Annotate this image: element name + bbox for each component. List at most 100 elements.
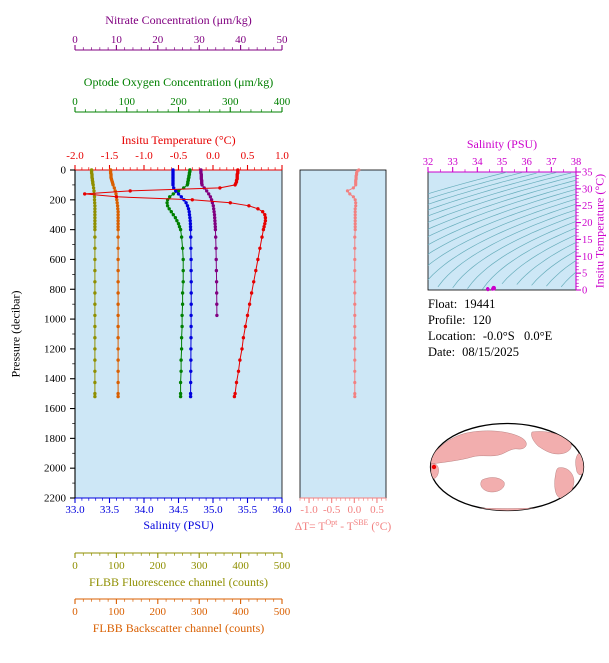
- profile-point: [93, 394, 97, 399]
- pressure-tick-label: 400: [50, 224, 67, 236]
- profile-point: [93, 246, 97, 250]
- delta-t-point: [353, 207, 357, 211]
- delta-t-point: [353, 313, 357, 317]
- profile-number-row: Profile: 120: [428, 312, 552, 328]
- backscatter-tick-label: 400: [232, 606, 249, 618]
- profile-point: [181, 268, 185, 273]
- profile-point: [205, 189, 209, 193]
- profile-point: [247, 302, 252, 306]
- profile-point: [213, 222, 217, 226]
- profile-point: [93, 235, 97, 239]
- profile-point: [93, 222, 97, 226]
- profile-point: [93, 358, 97, 362]
- profile-point: [93, 347, 97, 351]
- delta-t-point: [354, 201, 358, 205]
- profile-point: [116, 268, 120, 273]
- profile-point: [179, 358, 183, 362]
- profile-point: [116, 347, 120, 351]
- isopycnal-contour: [427, 203, 577, 281]
- profile-point: [214, 235, 218, 239]
- salinity-tick-label: 33.5: [100, 504, 120, 516]
- profile-point: [171, 192, 175, 196]
- delta-t-point: [353, 198, 357, 202]
- profile-point: [263, 216, 268, 220]
- profile-point: [180, 313, 184, 318]
- profile-point: [189, 380, 193, 385]
- profile-point: [165, 201, 169, 205]
- isopycnal-contour: [427, 188, 577, 246]
- profile-point: [93, 204, 97, 208]
- profile-point: [261, 227, 266, 232]
- profile-point: [116, 369, 120, 373]
- isopycnal-contour: [427, 172, 557, 211]
- ts-salinity-axis-title: Salinity (PSU): [466, 137, 538, 151]
- delta-tick-label: -0.5: [323, 504, 341, 516]
- profile-point: [188, 216, 192, 220]
- delta-t-point: [353, 380, 357, 385]
- nitrate-tick-label: 50: [277, 34, 289, 46]
- profile-point: [179, 235, 184, 239]
- profile-point: [187, 213, 192, 217]
- nitrate-tick-label: 10: [111, 34, 123, 46]
- profile-point: [180, 291, 185, 295]
- delta-t-point: [351, 186, 355, 190]
- profile-point: [178, 391, 183, 396]
- oxygen-tick-label: 300: [222, 96, 239, 108]
- profile-point: [213, 225, 217, 229]
- date-label: Date:: [428, 345, 456, 359]
- profile-point: [179, 369, 183, 373]
- profile-point: [207, 192, 211, 196]
- profile-point: [114, 192, 118, 196]
- profile-point: [234, 380, 239, 385]
- profile-point: [165, 204, 170, 208]
- profile-number-label: Profile:: [428, 313, 466, 327]
- profile-point: [93, 313, 97, 318]
- profile-point: [115, 204, 120, 208]
- ts-salinity-tick-label: 34: [472, 157, 483, 168]
- profile-point: [115, 198, 119, 202]
- ts-data-point: [492, 287, 496, 291]
- profile-point: [116, 324, 120, 329]
- profile-point: [189, 358, 193, 362]
- profile-point: [116, 336, 120, 340]
- delta-t-point: [353, 369, 357, 373]
- profile-point: [209, 198, 214, 202]
- profile-point: [233, 183, 237, 187]
- profile-point: [263, 219, 268, 223]
- delta-t-point: [354, 204, 358, 208]
- profile-point: [179, 347, 184, 351]
- fluorescence-tick-label: 100: [108, 560, 125, 572]
- profile-point: [212, 210, 216, 214]
- oxygen-tick-label: 0: [72, 96, 78, 108]
- profile-point: [93, 324, 97, 329]
- float-id-label: Float:: [428, 297, 458, 311]
- temperature-tick-label: -2.0: [66, 150, 84, 162]
- profile-point: [189, 313, 193, 318]
- float-info-block: Float: 19441 Profile: 120 Location: -0.0°S …: [428, 296, 552, 360]
- profile-point: [213, 219, 217, 223]
- profile-point: [116, 313, 120, 318]
- profile-point: [93, 213, 97, 217]
- delta-t-axis-label: ΔT= TOpt - TSBE (°C): [280, 518, 406, 533]
- profile-point: [116, 291, 120, 295]
- profile-point: [128, 189, 132, 193]
- isopycnal-contour: [427, 172, 572, 217]
- profile-point: [179, 336, 184, 340]
- profile-point: [214, 257, 218, 262]
- location-row: Location: -0.0°S 0.0°E: [428, 328, 552, 344]
- oxygen-tick-label: 400: [274, 96, 291, 108]
- profile-point: [179, 195, 183, 199]
- world-map: [429, 422, 585, 512]
- pressure-tick-label: 1400: [44, 373, 67, 385]
- profile-point: [189, 235, 193, 239]
- isopycnal-contour: [427, 184, 577, 237]
- profile-point: [261, 210, 265, 214]
- profile-point: [178, 394, 183, 399]
- profile-point: [116, 391, 120, 396]
- ts-salinity-tick-label: 36: [521, 157, 532, 168]
- profile-point: [171, 183, 175, 187]
- profile-point: [252, 280, 256, 284]
- isopycnal-contour: [427, 179, 577, 230]
- profile-point: [180, 246, 185, 250]
